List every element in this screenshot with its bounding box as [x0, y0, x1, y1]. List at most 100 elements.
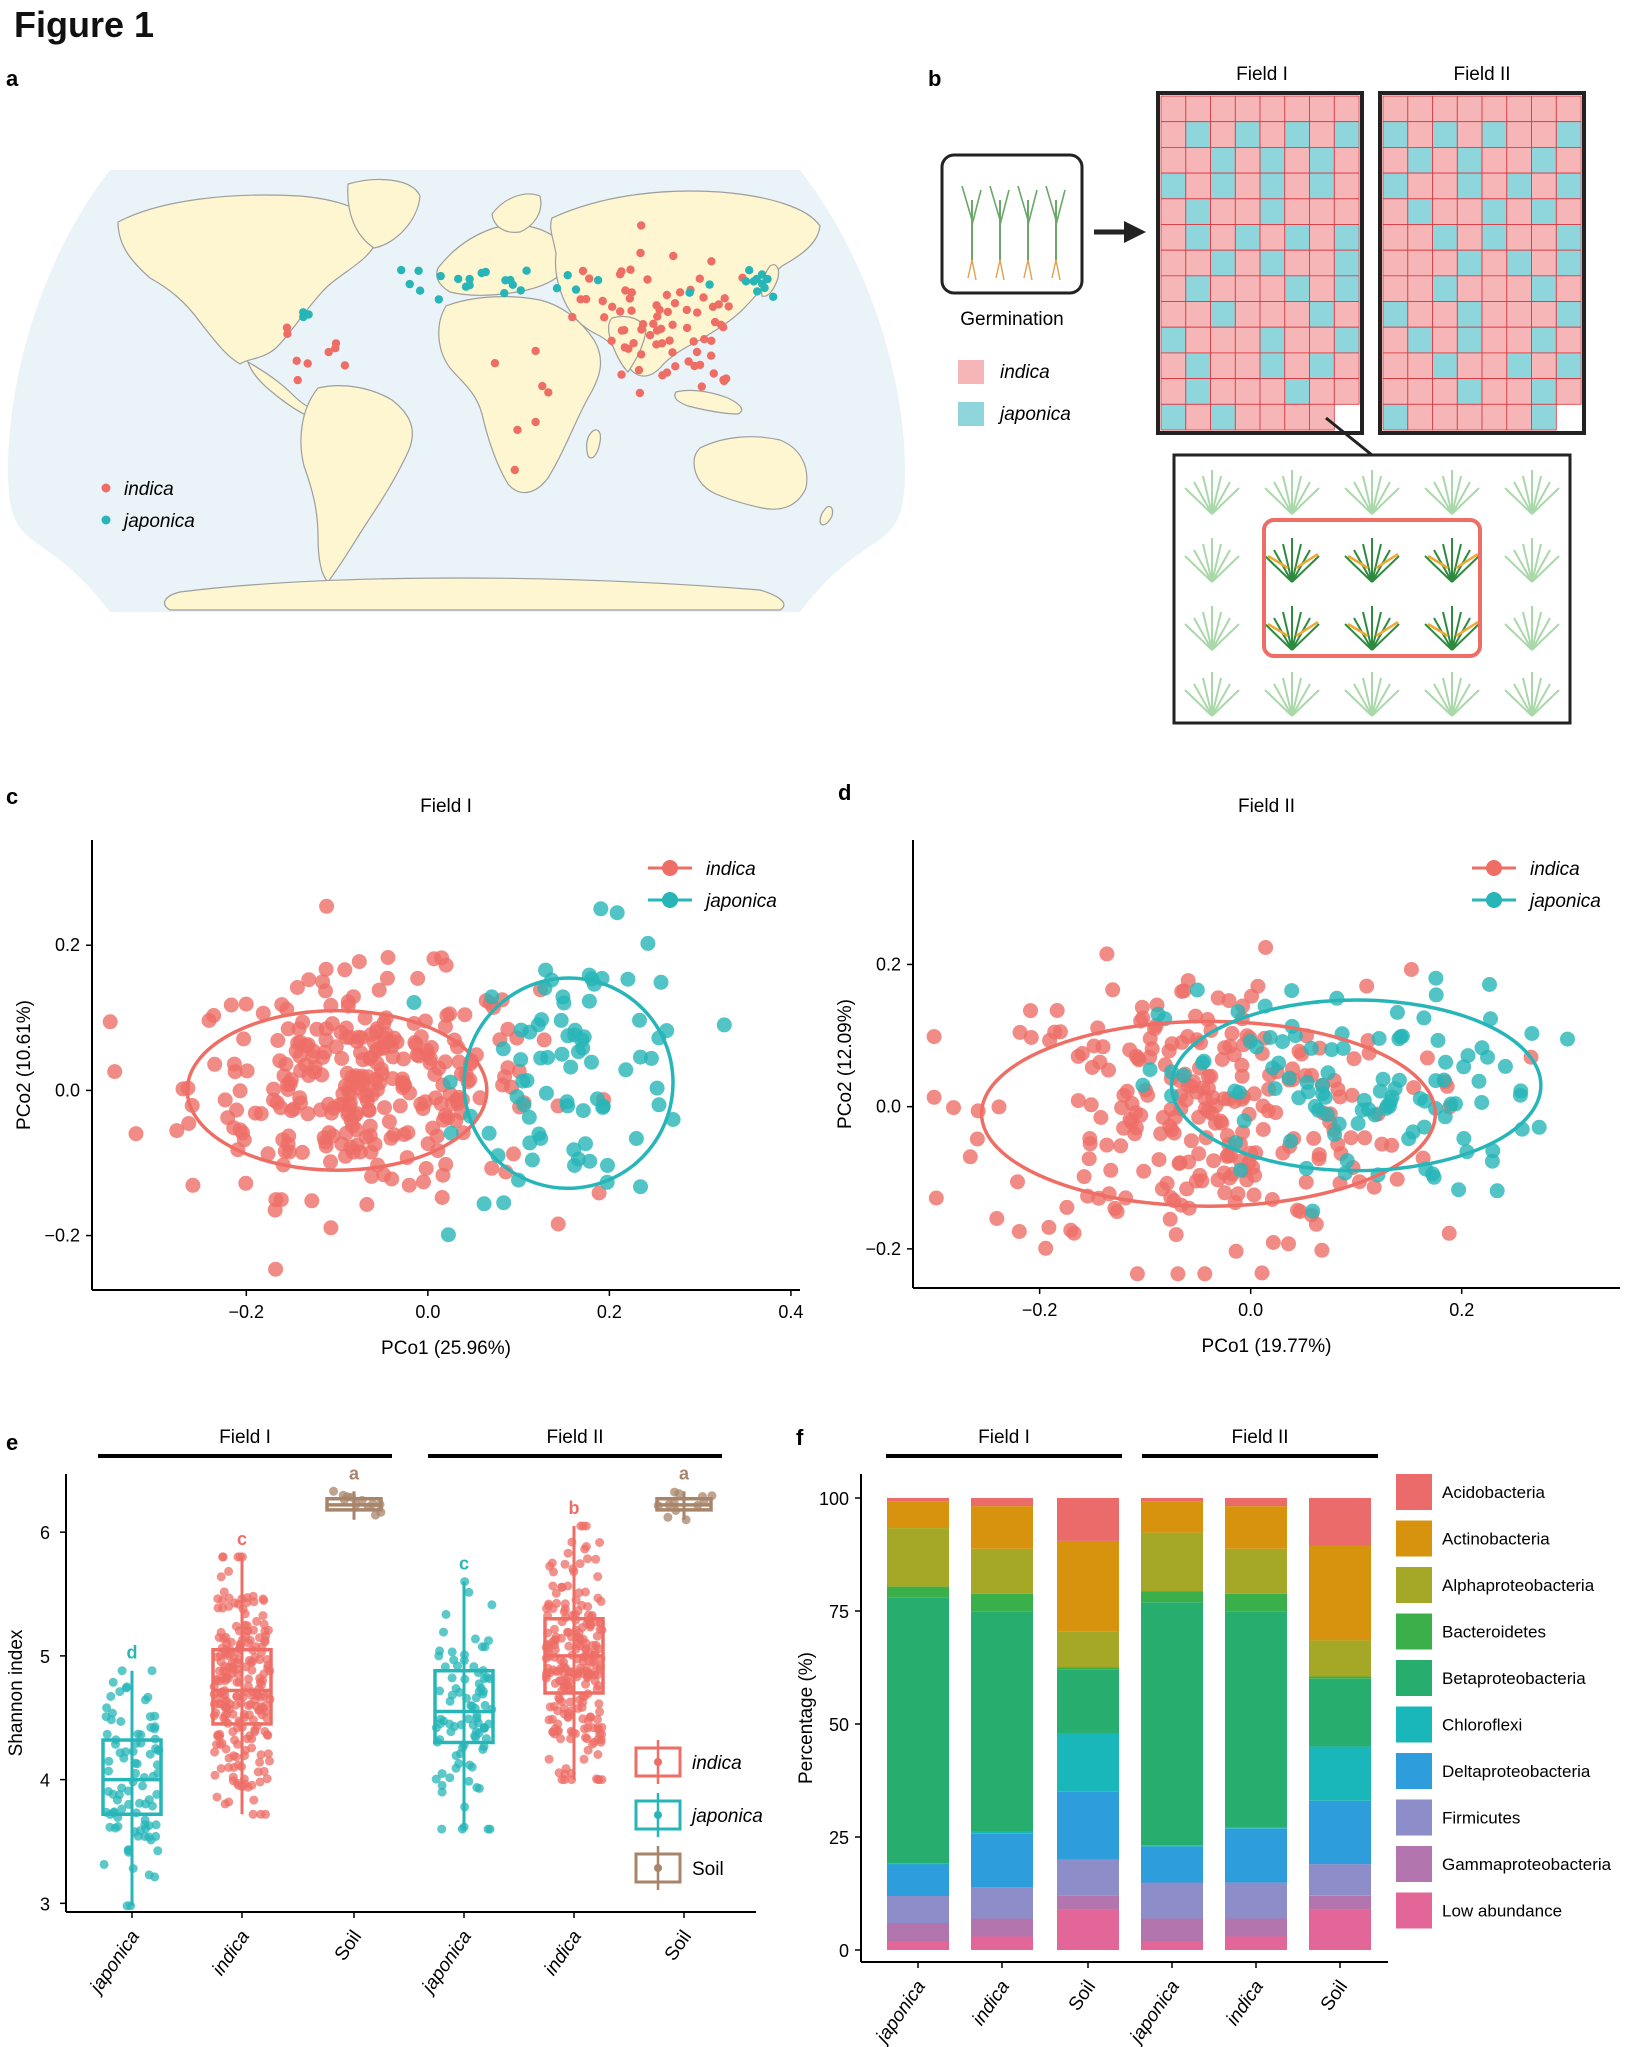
scatter-point-indica — [376, 1167, 392, 1183]
ellipse-japonica — [1169, 998, 1543, 1173]
sample-point — [620, 343, 629, 352]
sample-point — [571, 285, 581, 294]
box-point-indica — [594, 1644, 604, 1654]
plant-leaf — [1424, 689, 1453, 717]
plot-cell — [1531, 172, 1557, 200]
seedling-leaf — [999, 189, 1010, 226]
plant-leaf — [1282, 611, 1293, 651]
box-point-japonica — [435, 1686, 445, 1696]
phylum-stacked-bar: 0 25 50 75 100 Percentage (%) Field I Field II j… — [796, 1427, 1612, 2047]
field-1-title: Field I — [1236, 64, 1288, 85]
plant-leaf — [1353, 481, 1373, 515]
plot-cell — [1284, 378, 1311, 405]
box-point-indica — [255, 1757, 265, 1767]
plot-cell — [1531, 249, 1557, 277]
plot-cell — [1481, 275, 1508, 302]
bar-segment-low-abundance — [1225, 1936, 1287, 1950]
scatter-point-indica — [102, 1014, 118, 1030]
plot-cell — [1531, 198, 1557, 225]
box-point-indica — [575, 1559, 585, 1569]
box-point-japonica — [104, 1766, 113, 1776]
sample-point — [707, 257, 716, 266]
scatter-point-indica — [319, 898, 335, 914]
plot-cell — [1160, 326, 1187, 354]
plant-leaf — [1371, 481, 1391, 515]
y-axis-label: Percentage (%) — [796, 1652, 817, 1784]
scatter-point-indica — [1311, 1147, 1327, 1163]
y-axis-label: PCo2 (10.61%) — [14, 1000, 35, 1130]
scatter-point-japonica — [1150, 1006, 1166, 1022]
bar-segment-chloroflexi — [1141, 1845, 1203, 1847]
plant-leaf — [1371, 543, 1382, 583]
plot-cell — [1259, 275, 1286, 302]
scatter-point-japonica — [1394, 1028, 1410, 1044]
sample-point — [544, 388, 553, 397]
plot-cell — [1555, 249, 1582, 277]
box-point-japonica — [445, 1773, 455, 1783]
plot-cell — [1185, 121, 1212, 148]
box-point-indica — [262, 1730, 272, 1740]
plot-cell — [1259, 249, 1286, 277]
legend-swatch-acidobacteria — [1396, 1474, 1432, 1510]
plot-cell — [1309, 121, 1335, 148]
scatter-point-indica — [347, 1070, 363, 1086]
box-point-indica — [596, 1596, 606, 1606]
scatter-point-japonica — [640, 935, 656, 951]
bar-segment-bacteroidetes — [1057, 1667, 1119, 1670]
scatter-point-indica — [300, 1106, 316, 1122]
plot-cell — [1259, 146, 1286, 174]
scandinavia — [491, 193, 542, 233]
plant-leaf — [1211, 677, 1222, 717]
bar-segment-alphaproteobacteria — [887, 1528, 949, 1587]
scatter-point-indica — [281, 1144, 297, 1160]
scatter-point-indica — [1219, 1148, 1235, 1164]
scatter-point-japonica — [1405, 1124, 1421, 1140]
box-point-indica — [214, 1633, 224, 1642]
x-tick-label: Soil — [1065, 1977, 1100, 2015]
scatter-point-japonica — [1367, 1107, 1383, 1123]
box-point-indica — [258, 1675, 268, 1685]
plot-cell — [1284, 301, 1311, 328]
seedling-leaf — [1027, 189, 1038, 226]
bar-segment-alphaproteobacteria — [1225, 1548, 1287, 1594]
plot-cell — [1234, 403, 1261, 431]
plant-leaf — [1273, 683, 1293, 717]
plot-cell — [1382, 326, 1409, 354]
legend-label-Soil: Soil — [692, 1859, 724, 1880]
scatter-point-japonica — [1337, 1165, 1353, 1181]
plot-cell — [1555, 146, 1582, 174]
plot-cell — [1506, 224, 1533, 251]
y-tick-label: 50 — [829, 1715, 849, 1735]
bar-segment-gammaproteobacteria — [1309, 1895, 1371, 1910]
plant-panicle — [1267, 554, 1289, 570]
scatter-point-indica — [536, 1032, 552, 1048]
plot-cell — [1432, 121, 1458, 148]
box-point-japonica — [122, 1682, 132, 1692]
sample-point — [709, 369, 718, 378]
plot-cell — [1210, 378, 1236, 405]
plant-leaf — [1451, 689, 1480, 717]
plot-cell — [1284, 403, 1311, 431]
box-point-indica — [216, 1650, 226, 1660]
bar-segment-deltaproteobacteria — [1225, 1828, 1287, 1883]
scatter-point-indica — [181, 1116, 197, 1131]
sample-point — [757, 270, 767, 279]
plot-cell — [1456, 301, 1483, 328]
plot-cell — [1382, 224, 1409, 251]
box-point-indica — [220, 1690, 230, 1700]
plot-cell — [1333, 301, 1360, 328]
plant-leaf — [1193, 617, 1213, 651]
x-tick-label: Soil — [331, 1927, 366, 1965]
sample-point — [405, 279, 414, 289]
scatter-point-japonica — [563, 1059, 579, 1075]
box-point-indica — [593, 1714, 602, 1724]
plot-cell — [1309, 172, 1335, 200]
scatter-point-japonica — [1265, 1060, 1281, 1076]
scatter-point-indica — [334, 1051, 350, 1066]
plant-leaf — [1291, 487, 1320, 515]
sample-point — [552, 284, 562, 293]
bar-segment-gammaproteobacteria — [1057, 1895, 1119, 1910]
sample-point — [719, 376, 729, 386]
scatter-point-japonica — [1287, 1028, 1303, 1044]
box-point-indica — [581, 1542, 591, 1551]
